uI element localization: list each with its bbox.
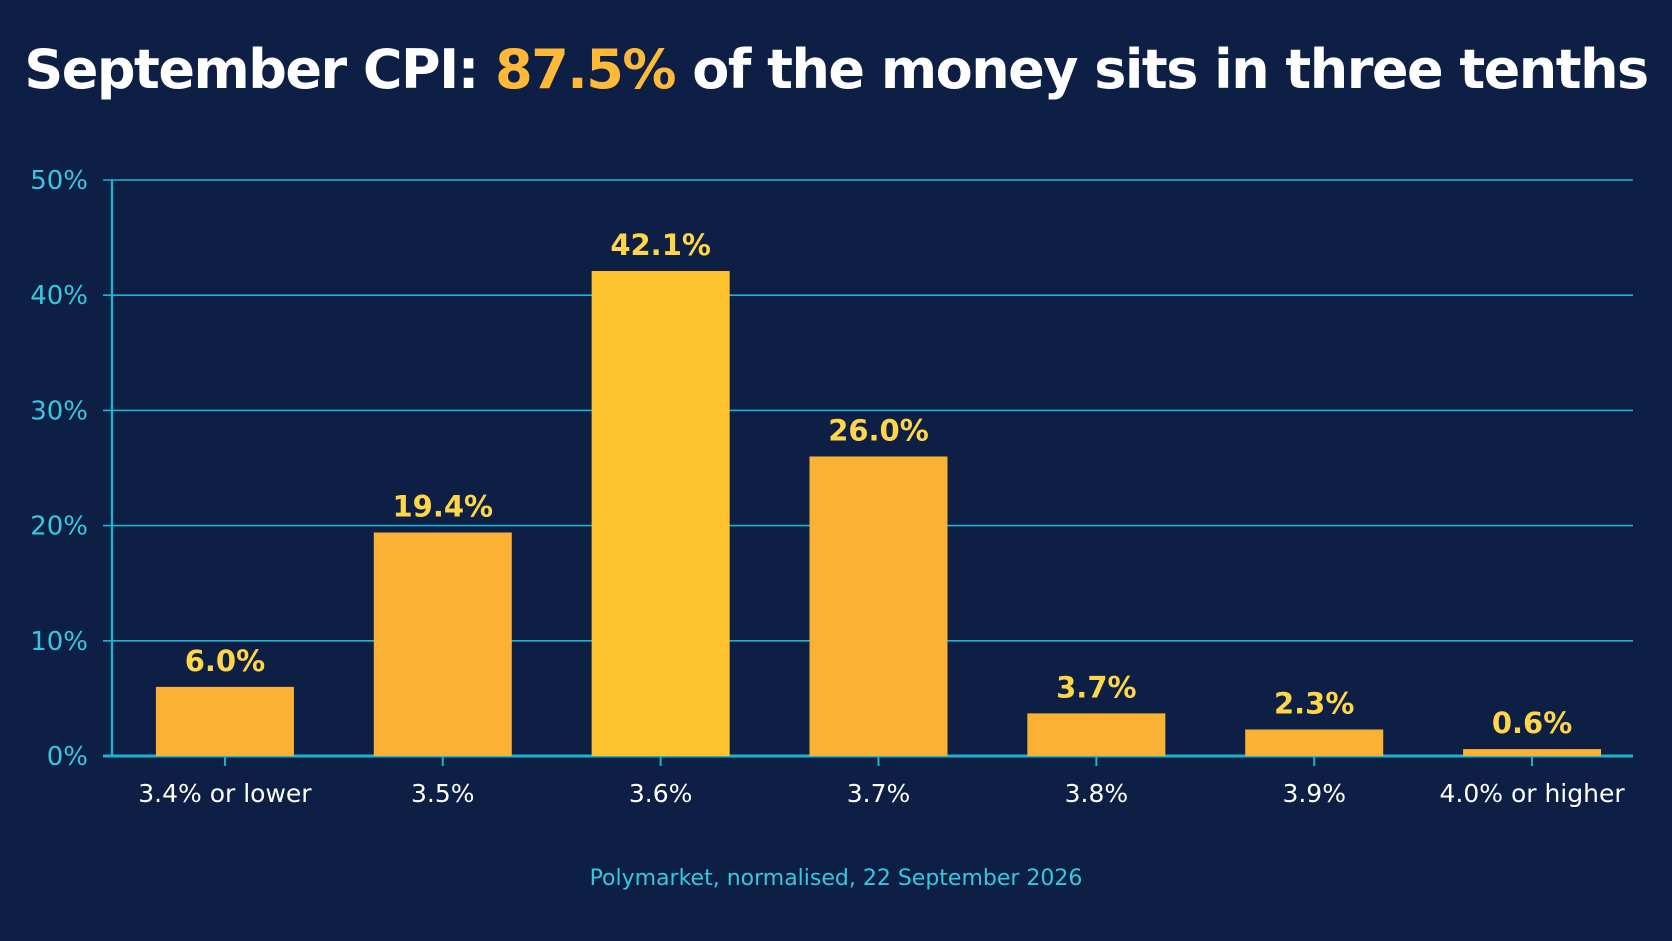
bar (373, 532, 512, 756)
y-tick-label: 30% (30, 396, 88, 426)
bar (1245, 729, 1384, 756)
title-suffix: of the money sits in three tenths (674, 38, 1649, 101)
bar (155, 686, 294, 756)
x-tick-label: 3.7% (847, 779, 911, 808)
bar (1463, 749, 1602, 756)
y-tick-label: 0% (47, 742, 88, 772)
data-label: 2.3% (1274, 687, 1354, 721)
x-tick-label: 3.6% (629, 779, 693, 808)
y-tick-label: 10% (30, 627, 88, 657)
data-label: 3.7% (1056, 670, 1136, 704)
x-tick-label: 3.5% (411, 779, 475, 808)
title-highlight: 87.5% (495, 38, 676, 101)
bar (1027, 713, 1166, 756)
x-axis-ticks: 3.4% or lower 3.5% 3.6% 3.7% 3.8% 3.9% 4.0% or… (138, 756, 1625, 808)
source-note: Polymarket, normalised, 22 September 202… (589, 866, 1083, 891)
data-label: 42.1% (610, 228, 711, 262)
data-label: 19.4% (392, 490, 493, 524)
bars: 6.0% 19.4% 42.1% 26.0% 3.7% 2.3% 0.6% (155, 228, 1602, 756)
bar (591, 271, 730, 756)
x-tick-label: 3.8% (1065, 779, 1129, 808)
y-tick-label: 50% (30, 166, 88, 196)
data-label: 26.0% (828, 413, 929, 447)
chart-title: September CPI: 87.5% of the money sits i… (0, 38, 1672, 101)
data-label: 6.0% (185, 644, 265, 678)
title-prefix: September CPI: (24, 38, 496, 101)
x-tick-label: 3.4% or lower (138, 779, 312, 808)
y-axis-ticks: 0% 10% 20% 30% 40% 50% (30, 166, 88, 772)
x-tick-label: 4.0% or higher (1439, 779, 1625, 808)
x-tick-label: 3.9% (1282, 779, 1346, 808)
bar (809, 456, 948, 756)
data-label: 0.6% (1492, 706, 1572, 740)
y-tick-label: 40% (30, 281, 88, 311)
y-tick-label: 20% (30, 512, 88, 542)
